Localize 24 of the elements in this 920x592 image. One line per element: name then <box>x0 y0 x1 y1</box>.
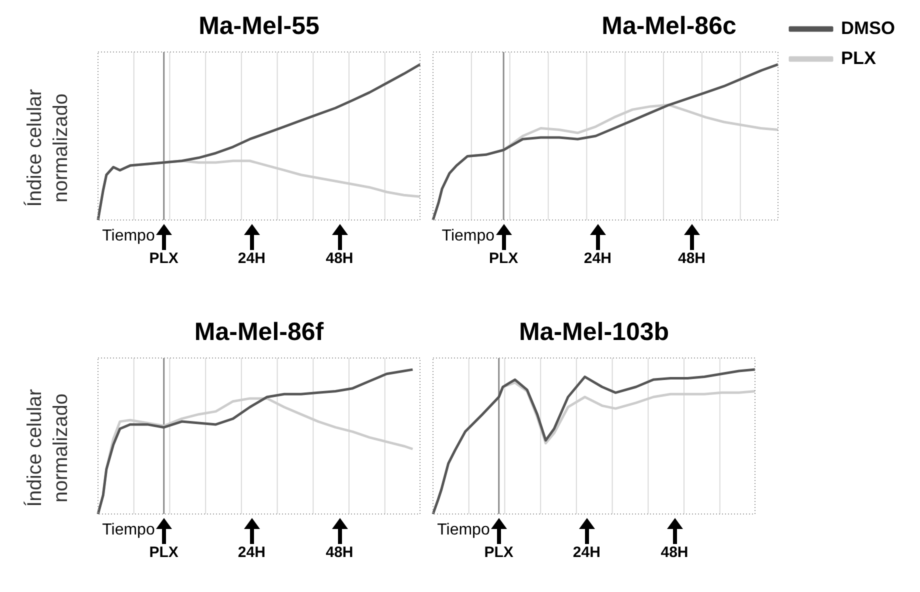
x-axis-title: Tiempo <box>102 521 155 538</box>
x-tick-label: 24H <box>238 250 266 268</box>
legend-label: PLX <box>841 48 876 68</box>
x-tick-label: 48H <box>326 250 354 268</box>
x-tick-label: 24H <box>238 544 266 562</box>
chart-title: Ma-Mel-55 <box>198 12 320 40</box>
x-tick-label: 24H <box>584 250 612 268</box>
chart-title: Ma-Mel-103b <box>518 318 670 346</box>
x-tick-label: 24H <box>572 544 600 562</box>
x-tick-label: 48H <box>326 544 354 562</box>
x-tick-label: PLX <box>149 544 178 562</box>
x-axis-title: Tiempo <box>437 521 490 538</box>
x-tick-label: PLX <box>149 250 178 268</box>
chart-title: Ma-Mel-86f <box>194 318 324 346</box>
x-tick-label: 48H <box>660 544 688 562</box>
x-axis-title: Tiempo <box>102 227 155 244</box>
y-axis-title: Índice celular normalizado <box>22 88 73 209</box>
legend-label: DMSO <box>841 18 895 38</box>
x-axis-title: Tiempo <box>442 227 495 244</box>
x-tick-label: PLX <box>488 250 518 268</box>
y-axis-title: Índice celular normalizado <box>22 388 73 509</box>
x-tick-label: PLX <box>484 544 514 562</box>
x-tick-label: 48H <box>678 250 706 268</box>
chart-title: Ma-Mel-86c <box>602 12 736 40</box>
